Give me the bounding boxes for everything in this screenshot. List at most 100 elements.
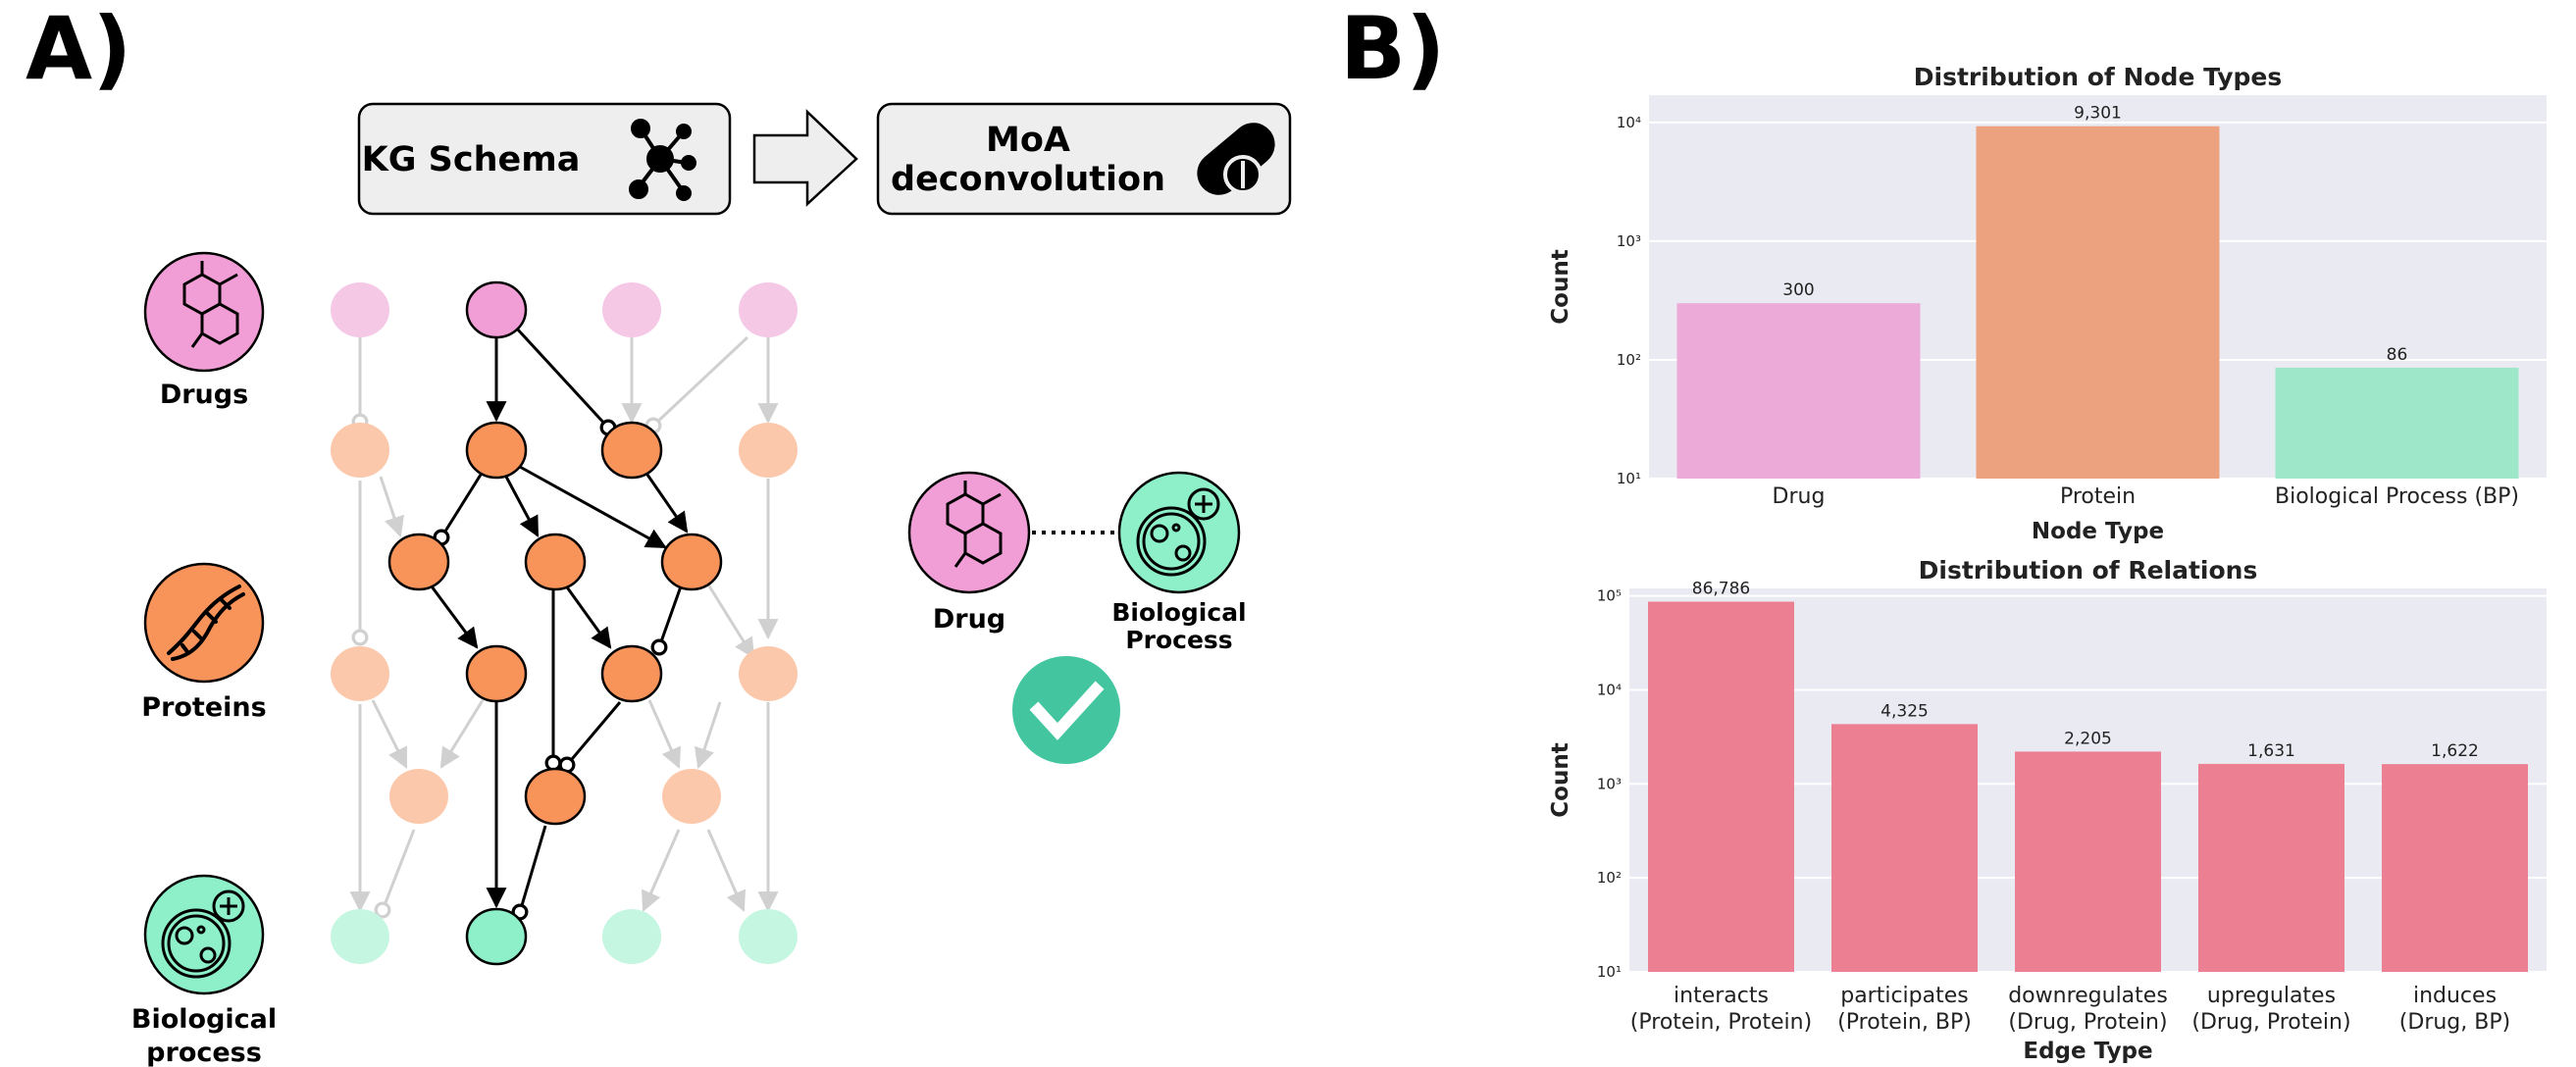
bar-value-label: 2,205 [2064, 729, 2112, 748]
y-tick-label: 10³ [1617, 232, 1641, 250]
node-protein [600, 644, 663, 703]
cell-icon [1136, 487, 1220, 577]
x-tick-label: participates [1840, 984, 1969, 1008]
x-tick-label: (Protein, Protein) [1630, 1010, 1812, 1035]
graph-active-nodes [387, 280, 723, 966]
moa-box: MoA deconvolution [876, 102, 1292, 216]
moa-label-line2: deconvolution [891, 160, 1165, 199]
legend-drugs: Drugs [143, 251, 265, 410]
x-tick-label: (Drug, Protein) [2008, 1010, 2167, 1035]
node-protein-faded [739, 423, 798, 478]
bar [2382, 764, 2528, 972]
node-protein-faded [739, 646, 798, 701]
y-axis-label: Count [1548, 742, 1573, 817]
network-icon [629, 119, 696, 201]
x-tick-label: Biological Process (BP) [2275, 484, 2519, 509]
y-axis-label: Count [1548, 249, 1573, 324]
node-drug-faded [331, 282, 389, 337]
bar [1648, 601, 1794, 972]
x-tick-label: (Drug, Protein) [2191, 1010, 2350, 1035]
molecule-icon [182, 261, 239, 348]
kg-schema-box: KG Schema [357, 102, 732, 216]
drug-bp-pair: Drug Biological Process [907, 471, 1247, 764]
bar-value-label: 86 [2387, 345, 2408, 365]
x-tick-label: Protein [2060, 484, 2136, 509]
arrow-icon [752, 109, 858, 207]
y-tick-label: 10⁴ [1617, 114, 1641, 131]
node-protein [524, 533, 587, 591]
legend-bp-label-line1: Biological [131, 1004, 277, 1035]
node-drug [465, 280, 528, 339]
node-protein [600, 421, 663, 480]
node-bp-faded [602, 909, 661, 964]
legend-drugs-label: Drugs [160, 380, 248, 410]
x-tick-label: interacts [1674, 984, 1769, 1008]
x-tick-label: (Protein, BP) [1837, 1010, 1972, 1035]
node-protein-faded [662, 769, 721, 824]
graph-faded-edges [349, 335, 779, 919]
bar-value-label: 1,622 [2431, 741, 2479, 761]
node-protein-faded [331, 423, 389, 478]
node-protein-faded [331, 646, 389, 701]
pair-drug-label: Drug [933, 604, 1005, 635]
bar [1976, 126, 2220, 480]
bar-value-label: 4,325 [1880, 701, 1929, 721]
legend-proteins-label: Proteins [141, 692, 266, 723]
node-protein [465, 421, 528, 480]
panel-a: A) KG Schema MoA [26, 0, 1292, 1067]
graph-active-edges [430, 326, 689, 921]
node-types-chart: 10¹ 10² 10³ 10⁴ 300 Drug 9,301 Protein 86 Biologi… [1548, 63, 2547, 544]
node-protein [387, 533, 450, 591]
legend-proteins: Proteins [141, 562, 267, 723]
check-icon [1012, 656, 1120, 764]
x-axis-label: Edge Type [2023, 1039, 2152, 1064]
pair-bp-label-line1: Biological [1111, 598, 1246, 627]
y-tick-label: 10² [1597, 869, 1622, 887]
bar-value-label: 9,301 [2074, 104, 2122, 124]
pair-bp-label-line2: Process [1125, 626, 1232, 654]
panel-b-label: B) [1340, 0, 1445, 99]
x-tick-label: induces [2413, 984, 2497, 1008]
molecule-icon [946, 481, 1003, 568]
pill-icon [1197, 123, 1275, 195]
legend-bp-label-line2: process [146, 1038, 262, 1067]
bar-value-label: 1,631 [2247, 741, 2295, 761]
bar [1676, 303, 1921, 479]
legend-bp: Biological process [131, 874, 277, 1067]
bar [2015, 751, 2161, 972]
bar-value-label: 86,786 [1692, 579, 1750, 598]
node-protein [524, 767, 587, 826]
node-protein [465, 644, 528, 703]
x-tick-label: upregulates [2207, 984, 2336, 1008]
kg-schema-label: KG Schema [362, 140, 581, 179]
bar-value-label: 300 [1782, 280, 1814, 300]
panel-b: B) 10¹ 10² 10³ 10⁴ 300 Drug 9,301 Protein 86 Biol… [1340, 0, 2547, 1064]
bar [2275, 367, 2519, 479]
y-tick-label: 10⁵ [1597, 587, 1622, 605]
node-protein-faded [389, 769, 448, 824]
x-axis-label: Node Type [2032, 519, 2164, 544]
graph-faded-nodes [331, 282, 798, 964]
dna-icon [167, 584, 245, 661]
y-tick-label: 10² [1617, 351, 1641, 369]
panel-a-label: A) [26, 0, 131, 99]
node-drug-faded [739, 282, 798, 337]
chart-title: Distribution of Relations [1919, 556, 2258, 584]
bar [2198, 763, 2344, 972]
x-tick-label: downregulates [2008, 984, 2168, 1008]
chart-title: Distribution of Node Types [1914, 63, 2282, 91]
cell-icon [161, 889, 245, 979]
y-tick-label: 10¹ [1597, 963, 1622, 981]
node-bp [465, 907, 528, 966]
node-bp-faded [739, 909, 798, 964]
node-bp-faded [331, 909, 389, 964]
bar [1831, 724, 1978, 972]
y-tick-label: 10³ [1597, 775, 1622, 792]
x-tick-label: Drug [1773, 484, 1826, 509]
node-protein [660, 533, 723, 591]
node-drug-faded [602, 282, 661, 337]
y-tick-label: 10¹ [1617, 470, 1641, 487]
x-tick-label: (Drug, BP) [2399, 1010, 2510, 1035]
